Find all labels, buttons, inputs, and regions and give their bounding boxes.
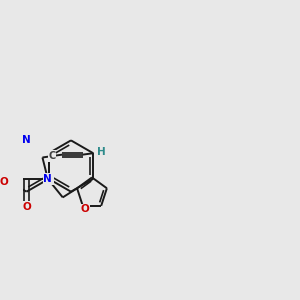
Text: O: O xyxy=(0,177,9,187)
Text: H: H xyxy=(97,147,106,157)
Text: C: C xyxy=(48,151,56,161)
Text: N: N xyxy=(44,174,52,184)
Text: O: O xyxy=(80,204,89,214)
Text: O: O xyxy=(22,202,31,212)
Text: N: N xyxy=(22,135,31,146)
Text: N: N xyxy=(44,174,53,184)
